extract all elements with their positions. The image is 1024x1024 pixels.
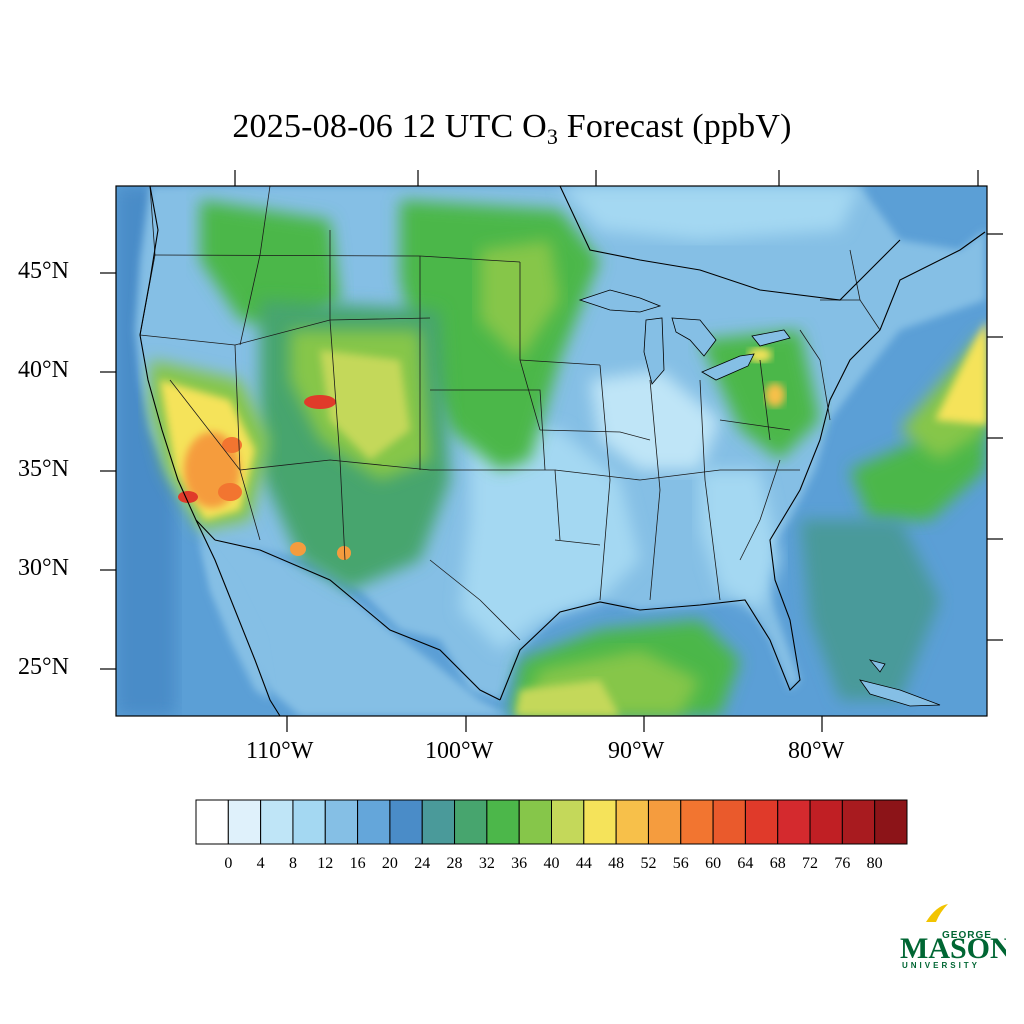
state-boundaries: [139, 186, 881, 641]
great-lakes: [578, 289, 791, 385]
gmu-logo: GEORGE MASON UNIVERSITY: [896, 900, 1012, 970]
title-tail: Forecast (ppbV): [558, 108, 792, 145]
colorbar-tick-label: 64: [737, 855, 754, 872]
lat-label-35: 35°N: [18, 456, 69, 482]
colorbar-tick-label: 36: [511, 855, 528, 872]
colorbar-tick-label: 68: [769, 855, 786, 872]
colorbar-tick-label: 16: [349, 855, 366, 872]
lat-label-30: 30°N: [18, 555, 69, 581]
lon-label-110: 110°W: [246, 738, 314, 764]
lon-label-80: 80°W: [788, 738, 845, 764]
colorbar-tick-label: 76: [834, 855, 851, 872]
colorbar-tick-label: 32: [478, 855, 495, 872]
title-main: 2025-08-06 12 UTC O: [232, 108, 547, 145]
colorbar-tick-label: 20: [381, 855, 398, 872]
colorbar-tick-label: 60: [705, 855, 722, 872]
colorbar-tick-label: 12: [317, 855, 334, 872]
colorbar-tick-label: 72: [802, 855, 819, 872]
lat-label-40: 40°N: [18, 357, 69, 383]
coastlines: [139, 186, 986, 716]
lat-label-25: 25°N: [18, 654, 69, 680]
map-field: [116, 186, 987, 716]
bottom-ticks: [286, 716, 823, 732]
top-ticks: [234, 170, 979, 186]
map-title: 2025-08-06 12 UTC O3 Forecast (ppbV): [0, 108, 1024, 150]
colorbar-tick-label: 4: [256, 855, 265, 872]
colorbar-tick-label: 56: [672, 855, 689, 872]
colorbar-tick-label: 44: [575, 855, 592, 872]
logo-top-text: GEORGE: [942, 930, 992, 941]
logo-main-text: MASON: [900, 932, 1006, 965]
colorbar-tick-label: 48: [608, 855, 625, 872]
lat-label-45: 45°N: [18, 258, 69, 284]
left-ticks: [100, 272, 116, 670]
colorbar-tick-label: 80: [866, 855, 883, 872]
lon-label-90: 90°W: [608, 738, 665, 764]
colorbar-tick-label: 40: [543, 855, 560, 872]
logo-swoosh: [926, 904, 948, 922]
lon-label-100: 100°W: [425, 738, 494, 764]
colorbar-tick-label: 8: [288, 855, 297, 872]
title-subscript: 3: [546, 124, 559, 149]
colorbar-tick-label: 24: [414, 855, 431, 872]
logo-bottom-text: UNIVERSITY: [902, 961, 980, 970]
map-frame: [115, 185, 988, 717]
colorbar-tick-label: 0: [224, 855, 233, 872]
colorbar-tick-label: 52: [640, 855, 657, 872]
right-ticks: [987, 233, 1003, 641]
colorbar-tick-label: 28: [446, 855, 463, 872]
